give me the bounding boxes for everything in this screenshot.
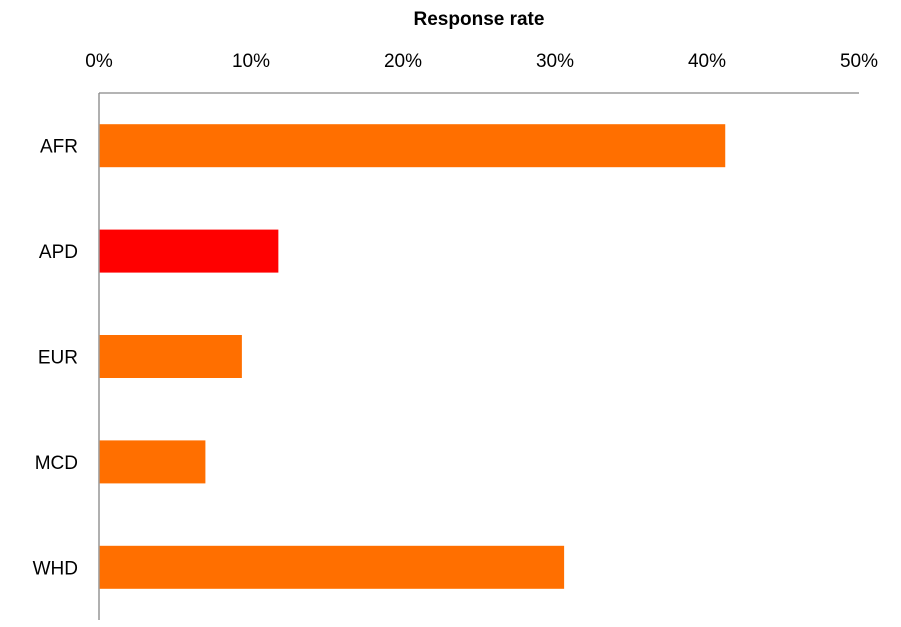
bars xyxy=(99,124,726,589)
category-label: MCD xyxy=(35,453,78,474)
category-labels: AFR APD EUR MCD WHD xyxy=(33,137,78,580)
bar-apd xyxy=(99,229,279,273)
x-axis-title: Response rate xyxy=(414,9,545,30)
bar-mcd xyxy=(99,440,206,484)
bar-whd xyxy=(99,545,565,589)
category-label: AFR xyxy=(40,137,78,158)
category-label: EUR xyxy=(38,348,78,369)
category-label: APD xyxy=(39,242,78,263)
axes xyxy=(98,92,859,620)
x-tick-label: 40% xyxy=(688,51,726,72)
x-axis-ticks: 0% 10% 20% 30% 40% 50% xyxy=(85,51,878,72)
category-label: WHD xyxy=(33,558,78,579)
x-tick-label: 0% xyxy=(85,51,113,72)
x-tick-label: 20% xyxy=(384,51,422,72)
x-tick-label: 50% xyxy=(840,51,878,72)
bar-eur xyxy=(99,335,242,378)
x-tick-label: 30% xyxy=(536,51,574,72)
bar-afr xyxy=(99,124,726,168)
x-tick-label: 10% xyxy=(232,51,270,72)
